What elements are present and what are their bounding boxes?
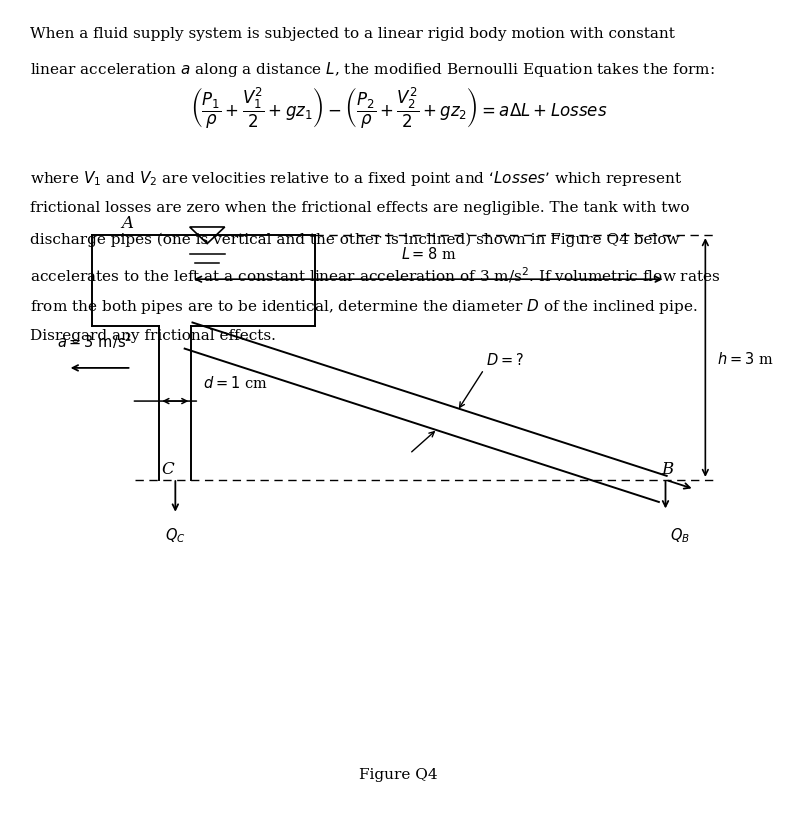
Text: Figure Q4: Figure Q4 xyxy=(359,768,438,781)
Text: When a fluid supply system is subjected to a linear rigid body motion with const: When a fluid supply system is subjected … xyxy=(30,26,675,41)
Text: from the both pipes are to be identical, determine the diameter $D$ of the incli: from the both pipes are to be identical,… xyxy=(30,296,698,315)
Text: $Q_C$: $Q_C$ xyxy=(165,526,186,545)
Text: $h=3$ m: $h=3$ m xyxy=(717,350,773,366)
Text: linear acceleration $a$ along a distance $L$, the modified Bernoulli Equation ta: linear acceleration $a$ along a distance… xyxy=(30,60,715,79)
Text: $d=1$ cm: $d=1$ cm xyxy=(203,375,268,391)
Text: $a=3\ \mathrm{m/s}^2$: $a=3\ \mathrm{m/s}^2$ xyxy=(57,330,132,350)
Text: B: B xyxy=(662,460,673,478)
Text: where $V_1$ and $V_2$ are velocities relative to a fixed point and ‘$\mathit{Los: where $V_1$ and $V_2$ are velocities rel… xyxy=(30,169,682,188)
Text: Disregard any frictional effects.: Disregard any frictional effects. xyxy=(30,328,277,342)
Text: $Q_B$: $Q_B$ xyxy=(670,526,689,545)
Text: C: C xyxy=(162,460,175,478)
Text: accelerates to the left at a constant linear acceleration of 3 m/s$^2$. If volum: accelerates to the left at a constant li… xyxy=(30,264,720,284)
Text: $L=8$ m: $L=8$ m xyxy=(401,246,456,262)
Text: $\left(\dfrac{P_1}{\rho}+\dfrac{V_1^2}{2}+gz_1\right)-\left(\dfrac{P_2}{\rho}+\d: $\left(\dfrac{P_1}{\rho}+\dfrac{V_1^2}{2… xyxy=(190,85,607,130)
Text: A: A xyxy=(121,214,134,232)
Text: frictional losses are zero when the frictional effects are negligible. The tank : frictional losses are zero when the fric… xyxy=(30,200,689,214)
Text: discharge pipes (one is vertical and the other is inclined) shown in Figure Q4 b: discharge pipes (one is vertical and the… xyxy=(30,233,680,247)
Text: $D=?$: $D=?$ xyxy=(485,351,524,368)
